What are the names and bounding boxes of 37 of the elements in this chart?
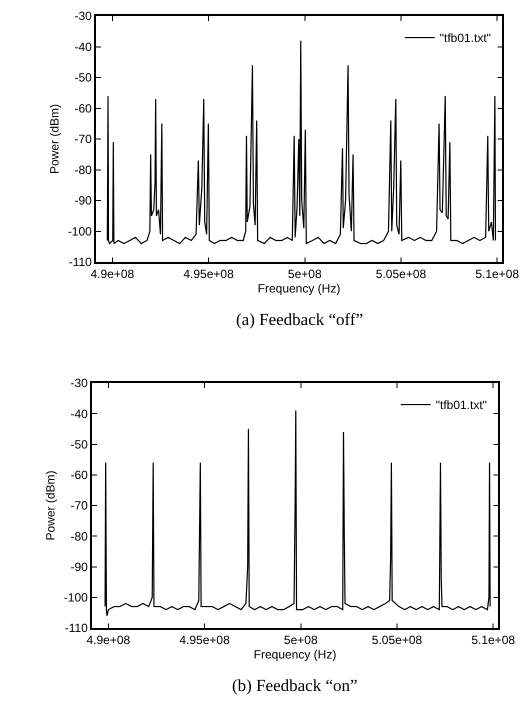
y-tick-label: -60 bbox=[74, 101, 92, 116]
line-series bbox=[104, 410, 491, 616]
x-tick-label: 4.95e+08 bbox=[179, 633, 230, 648]
y-tick-label: -80 bbox=[70, 529, 88, 544]
x-tick-label: 5.05e+08 bbox=[372, 633, 422, 648]
x-tick-label: 4.9e+08 bbox=[86, 633, 131, 648]
text: (b) Feedback “on” bbox=[232, 676, 358, 695]
x-axis-title: Frequency (Hz) bbox=[258, 282, 340, 296]
y-tick-label: -50 bbox=[74, 70, 92, 85]
x-tick-label: 5.1e+08 bbox=[475, 267, 520, 282]
x-tick-label: 5e+08 bbox=[284, 633, 318, 648]
x-tick-label: 4.9e+08 bbox=[90, 267, 135, 282]
x-tick-label: 5.1e+08 bbox=[471, 633, 516, 648]
y-tick-label: -30 bbox=[70, 376, 88, 390]
y-axis-title: Power (dBm) bbox=[48, 104, 62, 174]
y-tick-label: -70 bbox=[74, 132, 92, 146]
y-tick-label: -50 bbox=[70, 437, 88, 452]
x-tick-label: 5e+08 bbox=[288, 267, 322, 282]
x-tick-label: 4.95e+08 bbox=[183, 267, 234, 282]
legend-label: "tfb01.txt" bbox=[440, 31, 491, 46]
y-tick-label: -110 bbox=[68, 255, 92, 270]
text: (a) Feedback “off” bbox=[236, 310, 364, 329]
y-tick-label: -80 bbox=[74, 162, 92, 177]
y-tick-label: -90 bbox=[70, 560, 88, 574]
y-axis-title: Power (dBm) bbox=[44, 470, 58, 541]
y-tick-label: -110 bbox=[64, 621, 88, 636]
y-tick-label: -40 bbox=[70, 406, 88, 421]
y-tick-label: -40 bbox=[74, 40, 92, 54]
y-tick-label: -90 bbox=[74, 194, 92, 208]
x-axis-title: Frequency (Hz) bbox=[254, 648, 336, 662]
y-tick-label: -100 bbox=[68, 224, 92, 238]
legend-label: "tfb01.txt" bbox=[436, 398, 487, 412]
y-tick-label: -70 bbox=[70, 498, 88, 513]
x-tick-label: 5.05e+08 bbox=[376, 267, 426, 282]
y-tick-label: -30 bbox=[74, 9, 92, 24]
y-tick-label: -100 bbox=[64, 590, 88, 605]
y-tick-label: -60 bbox=[70, 468, 88, 482]
